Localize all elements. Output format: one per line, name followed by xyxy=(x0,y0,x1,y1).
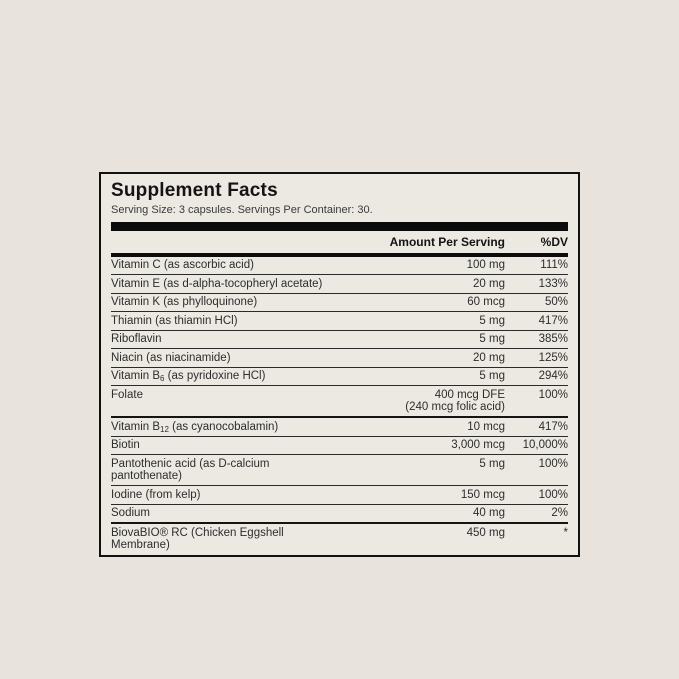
nutrient-dv: 111% xyxy=(540,259,568,271)
nutrient-dv: 2% xyxy=(551,507,568,519)
nutrient-dv: 385% xyxy=(538,333,568,345)
nutrient-name: Iodine (from kelp) xyxy=(111,488,201,501)
nutrient-amount: 100 mg xyxy=(466,259,505,271)
nutrient-dv: 100% xyxy=(538,457,568,470)
nutrient-amount: 40 mg xyxy=(473,507,505,519)
nutrient-amount: 20 mg xyxy=(473,351,505,364)
nutrient-dv: 133% xyxy=(538,277,568,290)
table-row: Pantothenic acid (as D-calcium pantothen… xyxy=(111,454,568,485)
nutrient-amount: 450 mg xyxy=(466,526,505,539)
table-row: Biotin 3,000 mcg 10,000% xyxy=(111,435,568,455)
nutrient-amount: 5 mg xyxy=(479,314,505,327)
nutrient-dv: 294% xyxy=(538,370,568,382)
table-row: Vitamin B6 (as pyridoxine HCl) 5 mg 294% xyxy=(111,366,568,386)
table-row: Iodine (from kelp) 150 mcg 100% xyxy=(111,485,568,504)
nutrient-name: Vitamin E (as d-alpha-tocopheryl acetate… xyxy=(111,277,323,290)
nutrient-dv: 417% xyxy=(538,420,568,433)
nutrient-name: Niacin (as niacinamide) xyxy=(111,351,231,364)
nutrient-amount: 400 mcg DFE (240 mcg folic acid) xyxy=(405,388,505,414)
nutrient-dv: 100% xyxy=(538,488,568,501)
nutrient-name: Pantothenic acid (as D-calcium pantothen… xyxy=(111,457,270,483)
table-row: Vitamin B12 (as cyanocobalamin) 10 mcg 417… xyxy=(111,416,568,436)
nutrient-dv: 417% xyxy=(538,314,568,327)
nutrient-dv: 125% xyxy=(538,351,568,364)
nutrient-name: Sodium xyxy=(111,507,150,519)
table-row: BiovaBIO® RC (Chicken Eggshell Membrane)… xyxy=(111,522,568,555)
table-row: Thiamin (as thiamin HCl) 5 mg 417% xyxy=(111,311,568,330)
nutrient-amount: 60 mcg xyxy=(467,296,505,308)
nutrient-amount: 10 mcg xyxy=(467,420,505,433)
nutrient-amount: 5 mg xyxy=(479,457,505,470)
table-row: Folate 400 mcg DFE (240 mcg folic acid) 100… xyxy=(111,385,568,416)
nutrient-amount: 150 mcg xyxy=(460,488,505,501)
nutrient-name: Vitamin C (as ascorbic acid) xyxy=(111,259,254,271)
header-divider-bar xyxy=(111,253,568,257)
facts-rows: Vitamin C (as ascorbic acid) 100 mg 111% Vi… xyxy=(111,257,568,556)
nutrient-amount: 5 mg xyxy=(479,370,505,382)
nutrient-name: Vitamin B6 (as pyridoxine HCl) xyxy=(111,370,266,383)
supplement-facts-panel: Supplement Facts Serving Size: 3 capsule… xyxy=(99,172,580,557)
nutrient-name: Folate xyxy=(111,388,143,401)
table-row: Vitamin C (as ascorbic acid) 100 mg 111% xyxy=(111,257,568,275)
nutrient-dv: * xyxy=(563,526,568,539)
nutrient-name: Thiamin (as thiamin HCl) xyxy=(111,314,238,327)
nutrient-name: Vitamin K (as phylloquinone) xyxy=(111,296,258,308)
supplement-facts-title: Supplement Facts xyxy=(111,180,278,201)
table-row: Niacin (as niacinamide) 20 mg 125% xyxy=(111,348,568,367)
nutrient-dv: 50% xyxy=(544,296,568,308)
nutrient-amount: 5 mg xyxy=(479,333,505,345)
table-row: Sodium 40 mg 2% xyxy=(111,503,568,523)
nutrient-dv: 100% xyxy=(538,388,568,401)
serving-info: Serving Size: 3 capsules. Servings Per C… xyxy=(111,204,373,216)
table-row: Riboflavin 5 mg 385% xyxy=(111,329,568,349)
nutrient-name: Riboflavin xyxy=(111,333,162,345)
dv-header: %DV xyxy=(540,235,568,249)
thick-divider-bar xyxy=(111,222,568,231)
nutrient-name: Biotin xyxy=(111,439,140,451)
table-row: Vitamin K (as phylloquinone) 60 mcg 50% xyxy=(111,292,568,312)
nutrient-name: BiovaBIO® RC (Chicken Eggshell Membrane) xyxy=(111,526,284,552)
nutrient-dv: 10,000% xyxy=(522,439,568,451)
table-row: Vitamin E (as d-alpha-tocopheryl acetate… xyxy=(111,274,568,293)
nutrient-amount: 20 mg xyxy=(473,277,505,290)
nutrient-name: Vitamin B12 (as cyanocobalamin) xyxy=(111,420,279,434)
amount-per-serving-header: Amount Per Serving xyxy=(389,235,505,249)
nutrient-amount: 3,000 mcg xyxy=(451,439,505,451)
table-header-row: Amount Per Serving %DV xyxy=(111,231,568,253)
